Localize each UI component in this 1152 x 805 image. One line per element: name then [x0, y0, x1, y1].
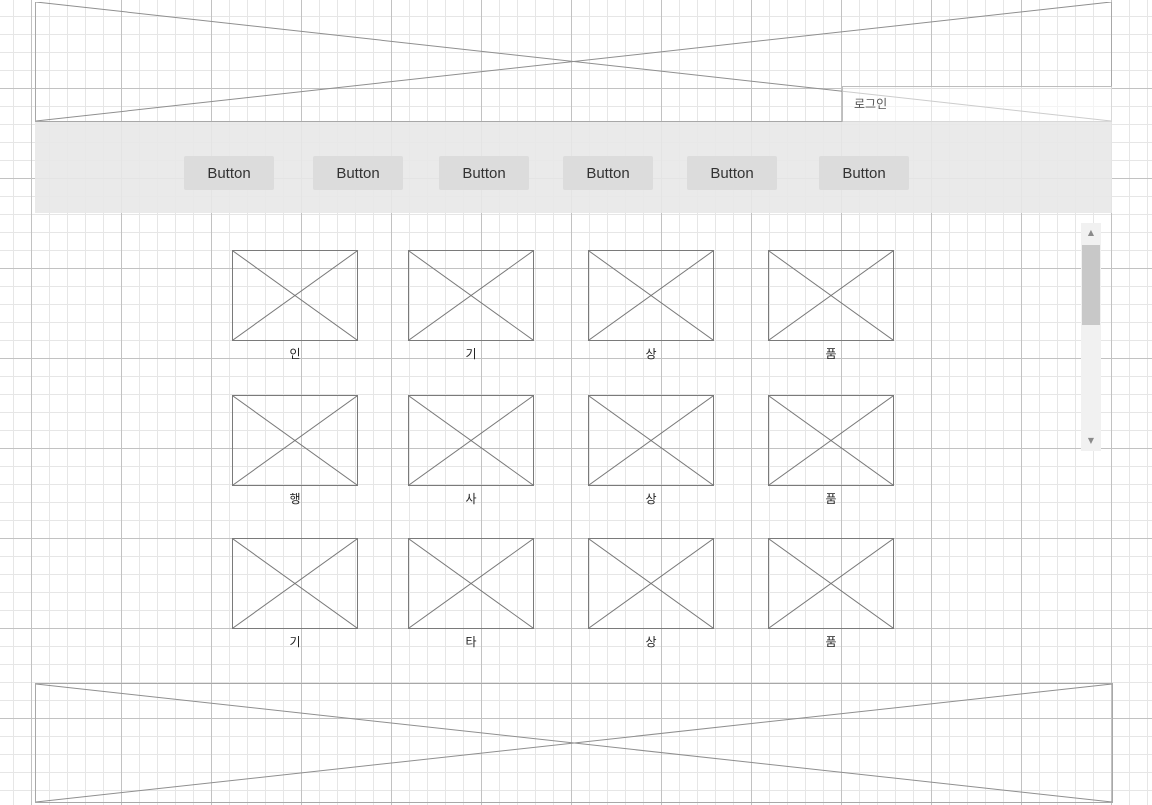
product-card[interactable]: 상 [588, 395, 714, 506]
scrollbar-thumb[interactable] [1082, 245, 1100, 325]
product-caption: 품 [825, 635, 837, 649]
scroll-down-arrow-icon[interactable]: ▼ [1087, 436, 1095, 445]
product-image-placeholder [768, 538, 894, 629]
product-card[interactable]: 기 [232, 538, 358, 649]
product-card[interactable]: 품 [768, 395, 894, 506]
nav-button-3[interactable]: Button [439, 156, 529, 190]
nav-button-5[interactable]: Button [687, 156, 777, 190]
nav-button-6[interactable]: Button [819, 156, 909, 190]
product-card[interactable]: 타 [408, 538, 534, 649]
product-card[interactable]: 사 [408, 395, 534, 506]
nav-button-2[interactable]: Button [313, 156, 403, 190]
product-card[interactable]: 상 [588, 538, 714, 649]
product-caption: 품 [825, 492, 837, 506]
scroll-up-arrow-icon[interactable]: ▲ [1087, 228, 1095, 237]
product-card[interactable]: 상 [588, 250, 714, 361]
product-image-placeholder [588, 250, 714, 341]
nav-button-1[interactable]: Button [184, 156, 274, 190]
product-card[interactable]: 품 [768, 250, 894, 361]
product-card[interactable]: 품 [768, 538, 894, 649]
product-card[interactable]: 행 [232, 395, 358, 506]
product-caption: 기 [465, 347, 477, 361]
product-image-placeholder [232, 250, 358, 341]
product-image-placeholder [408, 395, 534, 486]
login-label: 로그인 [854, 97, 888, 111]
product-caption: 품 [825, 347, 837, 361]
product-image-placeholder [588, 395, 714, 486]
product-image-placeholder [768, 250, 894, 341]
product-caption: 인 [289, 347, 301, 361]
product-caption: 타 [465, 635, 477, 649]
product-caption: 사 [465, 492, 477, 506]
login-link[interactable]: 로그인 [842, 86, 1112, 122]
product-caption: 기 [289, 635, 301, 649]
product-caption: 행 [289, 492, 301, 506]
product-image-placeholder [408, 250, 534, 341]
product-image-placeholder [408, 538, 534, 629]
nav-button-4[interactable]: Button [563, 156, 653, 190]
product-card[interactable]: 기 [408, 250, 534, 361]
product-image-placeholder [768, 395, 894, 486]
footer-banner-placeholder [35, 683, 1113, 803]
nav-bar: Button Button Button Button Button Butto… [35, 122, 1112, 213]
product-image-placeholder [232, 395, 358, 486]
product-image-placeholder [232, 538, 358, 629]
product-caption: 상 [645, 492, 657, 506]
product-image-placeholder [588, 538, 714, 629]
product-caption: 상 [645, 347, 657, 361]
vertical-scrollbar[interactable]: ▲ ▼ [1081, 223, 1101, 451]
product-caption: 상 [645, 635, 657, 649]
product-card[interactable]: 인 [232, 250, 358, 361]
